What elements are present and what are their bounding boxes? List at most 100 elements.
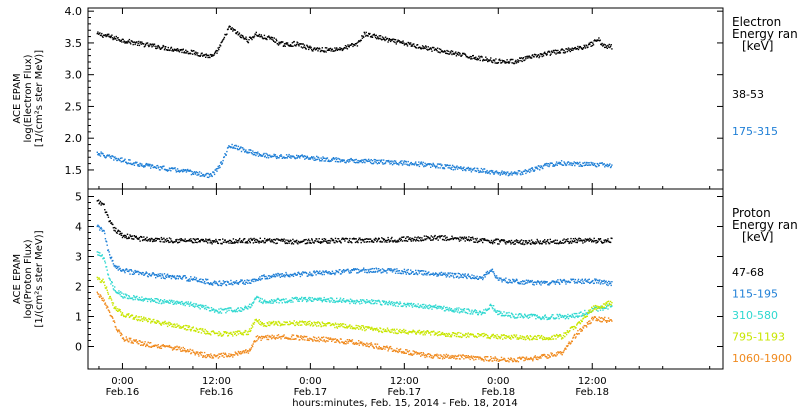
proton-data-point bbox=[334, 326, 336, 329]
proton-data-point bbox=[109, 278, 111, 280]
electron-data-point bbox=[482, 169, 484, 171]
proton-data-point bbox=[237, 333, 240, 335]
electron-data-point bbox=[341, 160, 344, 162]
proton-data-point bbox=[246, 241, 248, 243]
electron-data-point bbox=[339, 161, 342, 163]
proton-data-point bbox=[395, 332, 397, 335]
electron-data-point bbox=[577, 162, 580, 164]
electron-data-point bbox=[591, 41, 593, 43]
proton-data-point bbox=[315, 274, 317, 276]
proton-data-point bbox=[102, 258, 104, 260]
proton-data-point bbox=[105, 266, 108, 268]
proton-data-point bbox=[353, 269, 355, 271]
proton-data-point bbox=[433, 330, 435, 332]
electron-data-point bbox=[609, 163, 611, 165]
electron-data-point bbox=[129, 159, 131, 161]
proton-data-point bbox=[182, 326, 184, 328]
electron-data-point bbox=[253, 36, 255, 39]
proton-data-point bbox=[274, 276, 277, 278]
proton-data-point bbox=[387, 304, 389, 306]
proton-data-point bbox=[136, 319, 139, 322]
electron-data-point bbox=[486, 58, 488, 60]
proton-data-point bbox=[483, 274, 486, 276]
electron-data-point bbox=[230, 146, 233, 148]
proton-data-point bbox=[364, 271, 366, 273]
electron-data-point bbox=[133, 164, 136, 166]
proton-data-point bbox=[429, 306, 431, 309]
proton-data-point bbox=[437, 307, 439, 309]
proton-data-point bbox=[224, 281, 226, 283]
electron-data-point bbox=[337, 161, 340, 163]
electron-data-point bbox=[293, 40, 295, 43]
proton-data-point bbox=[420, 240, 422, 242]
proton-data-point bbox=[236, 310, 238, 313]
proton-data-point bbox=[234, 311, 236, 313]
electron-data-point bbox=[422, 47, 424, 50]
proton-data-point bbox=[163, 323, 165, 325]
proton-data-point bbox=[135, 236, 137, 238]
proton-data-point bbox=[526, 282, 528, 284]
proton-data-point bbox=[142, 272, 144, 274]
electron-data-point bbox=[316, 158, 318, 161]
proton-data-point bbox=[344, 240, 346, 242]
electron-data-point bbox=[110, 35, 112, 38]
proton-data-point bbox=[595, 278, 597, 280]
proton-data-point bbox=[509, 279, 511, 282]
proton-data-point bbox=[555, 242, 558, 245]
electron-data-point bbox=[304, 46, 306, 49]
electron-data-point bbox=[265, 152, 267, 155]
electron-data-point bbox=[386, 37, 389, 40]
electron-data-point bbox=[334, 47, 336, 49]
proton-data-point bbox=[173, 275, 176, 277]
electron-data-point bbox=[367, 160, 369, 162]
electron-data-point bbox=[463, 166, 465, 168]
proton-data-point bbox=[301, 272, 303, 274]
proton-data-point bbox=[307, 321, 310, 323]
proton-data-point bbox=[265, 325, 268, 328]
electron-data-point bbox=[277, 43, 279, 45]
proton-data-point bbox=[281, 273, 283, 275]
electron-data-point bbox=[520, 59, 522, 62]
proton-data-point bbox=[145, 317, 147, 319]
proton-data-point bbox=[123, 270, 126, 272]
electron-data-point bbox=[112, 38, 114, 41]
proton-data-point bbox=[353, 302, 355, 304]
proton-data-point bbox=[261, 298, 263, 300]
proton-data-point bbox=[99, 278, 101, 281]
electron-data-point bbox=[426, 49, 429, 51]
proton-data-point bbox=[132, 318, 134, 320]
electron-data-point bbox=[378, 38, 380, 40]
proton-data-point bbox=[557, 315, 560, 318]
proton-data-point bbox=[280, 299, 282, 302]
proton-data-point bbox=[335, 269, 337, 272]
proton-data-point bbox=[286, 301, 288, 304]
proton-data-point bbox=[244, 305, 246, 307]
proton-data-point bbox=[436, 305, 439, 308]
proton-data-point bbox=[359, 239, 362, 241]
electron-data-point bbox=[342, 159, 344, 161]
proton-data-point bbox=[173, 326, 175, 328]
electron-data-point bbox=[361, 37, 364, 39]
proton-data-point bbox=[385, 270, 387, 272]
electron-data-point bbox=[440, 50, 443, 53]
proton-data-point bbox=[210, 310, 212, 312]
proton-data-point bbox=[351, 242, 353, 244]
proton-data-point bbox=[244, 279, 246, 282]
electron-data-point bbox=[499, 59, 501, 62]
proton-data-point bbox=[150, 322, 152, 324]
proton-data-point bbox=[543, 280, 545, 283]
proton-data-point bbox=[193, 238, 196, 240]
proton-data-point bbox=[400, 238, 402, 241]
electron-data-point bbox=[579, 163, 582, 166]
electron-data-point bbox=[242, 35, 244, 37]
proton-data-point bbox=[285, 298, 287, 300]
electron-data-point bbox=[367, 35, 369, 37]
proton-data-point bbox=[223, 241, 225, 243]
electron-data-point bbox=[149, 163, 151, 166]
proton-data-point bbox=[259, 240, 261, 243]
proton-data-point bbox=[467, 239, 469, 241]
proton-data-point bbox=[506, 336, 508, 338]
electron-data-point bbox=[579, 46, 582, 48]
electron-data-point bbox=[481, 171, 483, 173]
proton-data-point bbox=[591, 307, 593, 310]
